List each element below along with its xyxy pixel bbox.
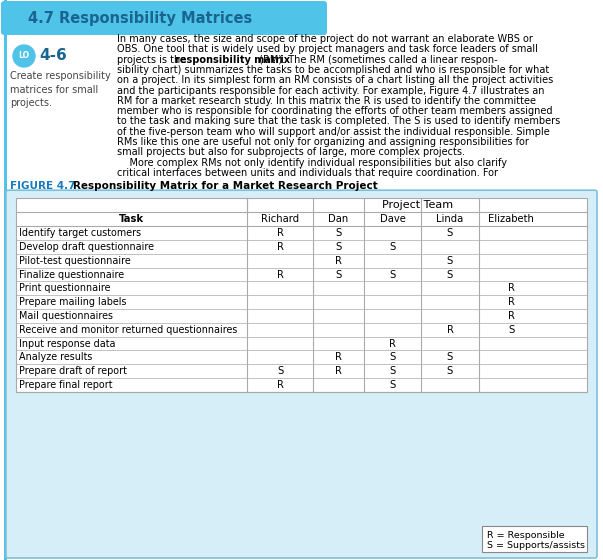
Text: R: R	[508, 297, 515, 307]
Text: critical interfaces between units and individuals that require coordination. For: critical interfaces between units and in…	[117, 168, 498, 178]
Text: R: R	[277, 242, 283, 252]
Text: Project Team: Project Team	[382, 200, 453, 210]
Text: R: R	[335, 256, 342, 265]
Text: S: S	[390, 242, 396, 252]
Text: S: S	[390, 352, 396, 362]
Text: Input response data: Input response data	[19, 338, 116, 348]
Text: S: S	[335, 228, 342, 238]
Text: S: S	[447, 366, 453, 376]
Text: FIGURE 4.7: FIGURE 4.7	[10, 181, 75, 191]
Text: and the participants responsible for each activity. For example, Figure 4.7 illu: and the participants responsible for eac…	[117, 86, 545, 96]
Text: responsibility matrix: responsibility matrix	[175, 55, 290, 64]
Text: R: R	[508, 283, 515, 293]
Text: Richard: Richard	[261, 214, 299, 224]
Text: S: S	[390, 380, 396, 390]
Text: Create responsibility
matrices for small
projects.: Create responsibility matrices for small…	[10, 71, 111, 108]
Text: to the task and making sure that the task is completed. The S is used to identif: to the task and making sure that the tas…	[117, 116, 560, 127]
FancyBboxPatch shape	[1, 1, 327, 35]
Text: Pilot-test questionnaire: Pilot-test questionnaire	[19, 256, 131, 265]
Text: S: S	[390, 366, 396, 376]
Text: RM for a market research study. In this matrix the R is used to identify the com: RM for a market research study. In this …	[117, 96, 536, 106]
Text: Dave: Dave	[380, 214, 406, 224]
Text: OBS. One tool that is widely used by project managers and task force leaders of : OBS. One tool that is widely used by pro…	[117, 44, 538, 54]
Text: Identify target customers: Identify target customers	[19, 228, 141, 238]
Text: S: S	[390, 269, 396, 279]
Text: S: S	[447, 269, 453, 279]
Text: on a project. In its simplest form an RM consists of a chart listing all the pro: on a project. In its simplest form an RM…	[117, 75, 553, 85]
Text: Linda: Linda	[437, 214, 464, 224]
Text: R: R	[390, 338, 396, 348]
Text: Prepare draft of report: Prepare draft of report	[19, 366, 127, 376]
Text: LO: LO	[19, 52, 30, 60]
Text: 4-6: 4-6	[39, 49, 67, 63]
Text: R: R	[335, 352, 342, 362]
Text: Responsibility Matrix for a Market Research Project: Responsibility Matrix for a Market Resea…	[62, 181, 377, 191]
Text: R: R	[447, 325, 453, 335]
Text: R: R	[335, 366, 342, 376]
Text: Finalize questionnaire: Finalize questionnaire	[19, 269, 124, 279]
Text: Mail questionnaires: Mail questionnaires	[19, 311, 113, 321]
Text: S: S	[447, 256, 453, 265]
Text: S: S	[508, 325, 514, 335]
Text: Analyze results: Analyze results	[19, 352, 92, 362]
Text: small projects but also for subprojects of large, more complex projects.: small projects but also for subprojects …	[117, 147, 465, 157]
Text: Elizabeth: Elizabeth	[488, 214, 534, 224]
Text: R: R	[277, 380, 283, 390]
Text: R = Responsible: R = Responsible	[487, 531, 564, 540]
Text: S: S	[277, 366, 283, 376]
Text: S: S	[447, 352, 453, 362]
Text: Receive and monitor returned questionnaires: Receive and monitor returned questionnai…	[19, 325, 238, 335]
Bar	[482, 526, 587, 552]
FancyBboxPatch shape	[6, 190, 597, 558]
Text: member who is responsible for coordinating the efforts of other team members ass: member who is responsible for coordinati…	[117, 106, 552, 116]
Text: Develop draft questionnaire: Develop draft questionnaire	[19, 242, 154, 252]
Text: 4.7 Responsibility Matrices: 4.7 Responsibility Matrices	[28, 11, 252, 26]
Text: In many cases, the size and scope of the project do not warrant an elaborate WBS: In many cases, the size and scope of the…	[117, 34, 533, 44]
Text: S: S	[335, 269, 342, 279]
Text: Prepare final report: Prepare final report	[19, 380, 113, 390]
Text: Dan: Dan	[329, 214, 349, 224]
Text: R: R	[277, 269, 283, 279]
Text: projects is the: projects is the	[117, 55, 189, 64]
Text: S = Supports/assists: S = Supports/assists	[487, 541, 585, 550]
Text: sibility chart) summarizes the tasks to be accomplished and who is responsible f: sibility chart) summarizes the tasks to …	[117, 65, 549, 75]
Text: (RM). The RM (sometimes called a linear respon-: (RM). The RM (sometimes called a linear …	[256, 55, 497, 64]
Text: S: S	[447, 228, 453, 238]
Text: R: R	[277, 228, 283, 238]
Text: Prepare mailing labels: Prepare mailing labels	[19, 297, 127, 307]
Text: S: S	[335, 242, 342, 252]
Text: Print questionnaire: Print questionnaire	[19, 283, 110, 293]
Text: More complex RMs not only identify individual responsibilities but also clarify: More complex RMs not only identify indiv…	[117, 157, 507, 167]
Circle shape	[13, 45, 35, 67]
Text: Task: Task	[119, 214, 144, 224]
Text: R: R	[508, 311, 515, 321]
Bar	[16, 198, 587, 392]
Text: RMs like this one are useful not only for organizing and assigning responsibilit: RMs like this one are useful not only fo…	[117, 137, 529, 147]
Bar	[4, 0, 7, 560]
Text: of the five-person team who will support and/or assist the individual responsibl: of the five-person team who will support…	[117, 127, 550, 137]
